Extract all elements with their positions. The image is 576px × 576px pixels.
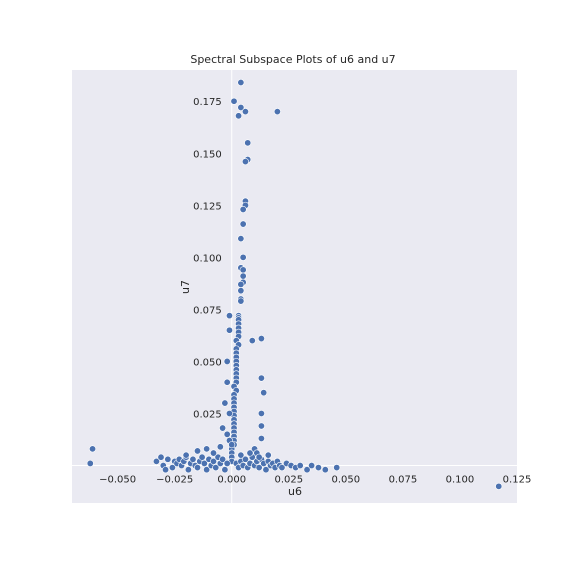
data-point xyxy=(228,441,236,449)
data-point xyxy=(495,482,503,490)
data-point xyxy=(239,272,247,280)
data-point xyxy=(255,453,263,461)
data-point xyxy=(257,434,265,442)
x-tick-label: 0.000 xyxy=(217,475,246,486)
data-point xyxy=(219,455,227,463)
data-point xyxy=(237,103,245,111)
data-point xyxy=(223,459,231,467)
y-tick-label: 0.175 xyxy=(193,97,222,108)
data-point xyxy=(248,337,256,345)
data-point xyxy=(237,280,245,288)
data-point xyxy=(203,445,211,453)
data-point xyxy=(333,464,341,472)
data-point xyxy=(209,457,217,465)
data-point xyxy=(264,451,272,459)
data-point xyxy=(212,464,220,472)
y-tick-labels: 0.025 0.050 0.075 0.100 0.125 0.150 0.175 xyxy=(193,97,222,420)
data-point xyxy=(219,424,227,432)
data-point xyxy=(241,455,249,463)
data-point xyxy=(216,443,224,451)
x-tick-label: 0.025 xyxy=(274,475,303,486)
y-axis-label: u7 xyxy=(179,280,192,294)
data-point xyxy=(225,409,233,417)
data-point xyxy=(209,449,217,457)
data-point xyxy=(257,374,265,382)
data-point xyxy=(203,466,211,474)
chart-title: Spectral Subspace Plots of u6 and u7 xyxy=(190,53,395,66)
data-point xyxy=(223,430,231,438)
x-tick-label: −0.050 xyxy=(99,475,136,486)
y-tick-label: 0.050 xyxy=(193,357,222,368)
x-tick-label: 0.050 xyxy=(332,475,361,486)
data-point xyxy=(235,112,243,120)
data-point xyxy=(237,235,245,243)
data-point xyxy=(225,326,233,334)
data-point xyxy=(239,253,247,261)
y-tick-label: 0.100 xyxy=(193,253,222,264)
data-point xyxy=(239,205,247,213)
data-point xyxy=(164,455,172,463)
data-point xyxy=(162,466,170,474)
data-point xyxy=(255,464,263,472)
data-point xyxy=(200,459,208,467)
data-point xyxy=(223,378,231,386)
x-tick-label: 0.100 xyxy=(446,475,475,486)
y-tick-label: 0.150 xyxy=(193,149,222,160)
x-tick-label: −0.025 xyxy=(156,475,193,486)
data-point xyxy=(221,399,229,407)
data-point xyxy=(230,97,238,105)
data-point xyxy=(278,464,286,472)
y-tick-label: 0.025 xyxy=(193,409,222,420)
data-point xyxy=(198,453,206,461)
data-point xyxy=(241,158,249,166)
data-point xyxy=(257,335,265,343)
data-point xyxy=(296,462,304,470)
data-points xyxy=(86,78,503,490)
data-point xyxy=(225,312,233,320)
data-point xyxy=(257,409,265,417)
data-point xyxy=(314,464,322,472)
y-tick-label: 0.075 xyxy=(193,305,222,316)
data-point xyxy=(194,447,202,455)
data-point xyxy=(273,108,281,116)
x-axis-label: u6 xyxy=(288,485,302,498)
data-point xyxy=(239,266,247,274)
data-point xyxy=(246,449,254,457)
data-point xyxy=(237,78,245,86)
data-point xyxy=(237,451,245,459)
data-point xyxy=(223,357,231,365)
y-tick-label: 0.125 xyxy=(193,201,222,212)
data-point xyxy=(182,451,190,459)
data-point xyxy=(239,220,247,228)
data-point xyxy=(86,459,94,467)
data-point xyxy=(257,422,265,430)
data-point xyxy=(237,297,245,305)
data-point xyxy=(194,464,202,472)
data-point xyxy=(303,466,311,474)
x-tick-labels: −0.050 −0.025 0.000 0.025 0.050 0.075 0.100 0.1… xyxy=(99,475,531,486)
data-point xyxy=(89,445,97,453)
data-point xyxy=(308,462,316,470)
data-point xyxy=(241,108,249,116)
data-point xyxy=(221,466,229,474)
data-point xyxy=(321,466,329,474)
x-tick-label: 0.125 xyxy=(503,475,532,486)
data-point xyxy=(260,389,268,397)
data-point xyxy=(168,464,176,472)
data-point xyxy=(237,287,245,295)
data-point xyxy=(157,453,165,461)
data-point xyxy=(262,466,270,474)
data-point xyxy=(152,457,160,465)
data-point xyxy=(184,466,192,474)
x-tick-label: 0.075 xyxy=(389,475,418,486)
data-point xyxy=(189,455,197,463)
plot-area xyxy=(72,70,517,503)
data-point xyxy=(244,139,252,147)
